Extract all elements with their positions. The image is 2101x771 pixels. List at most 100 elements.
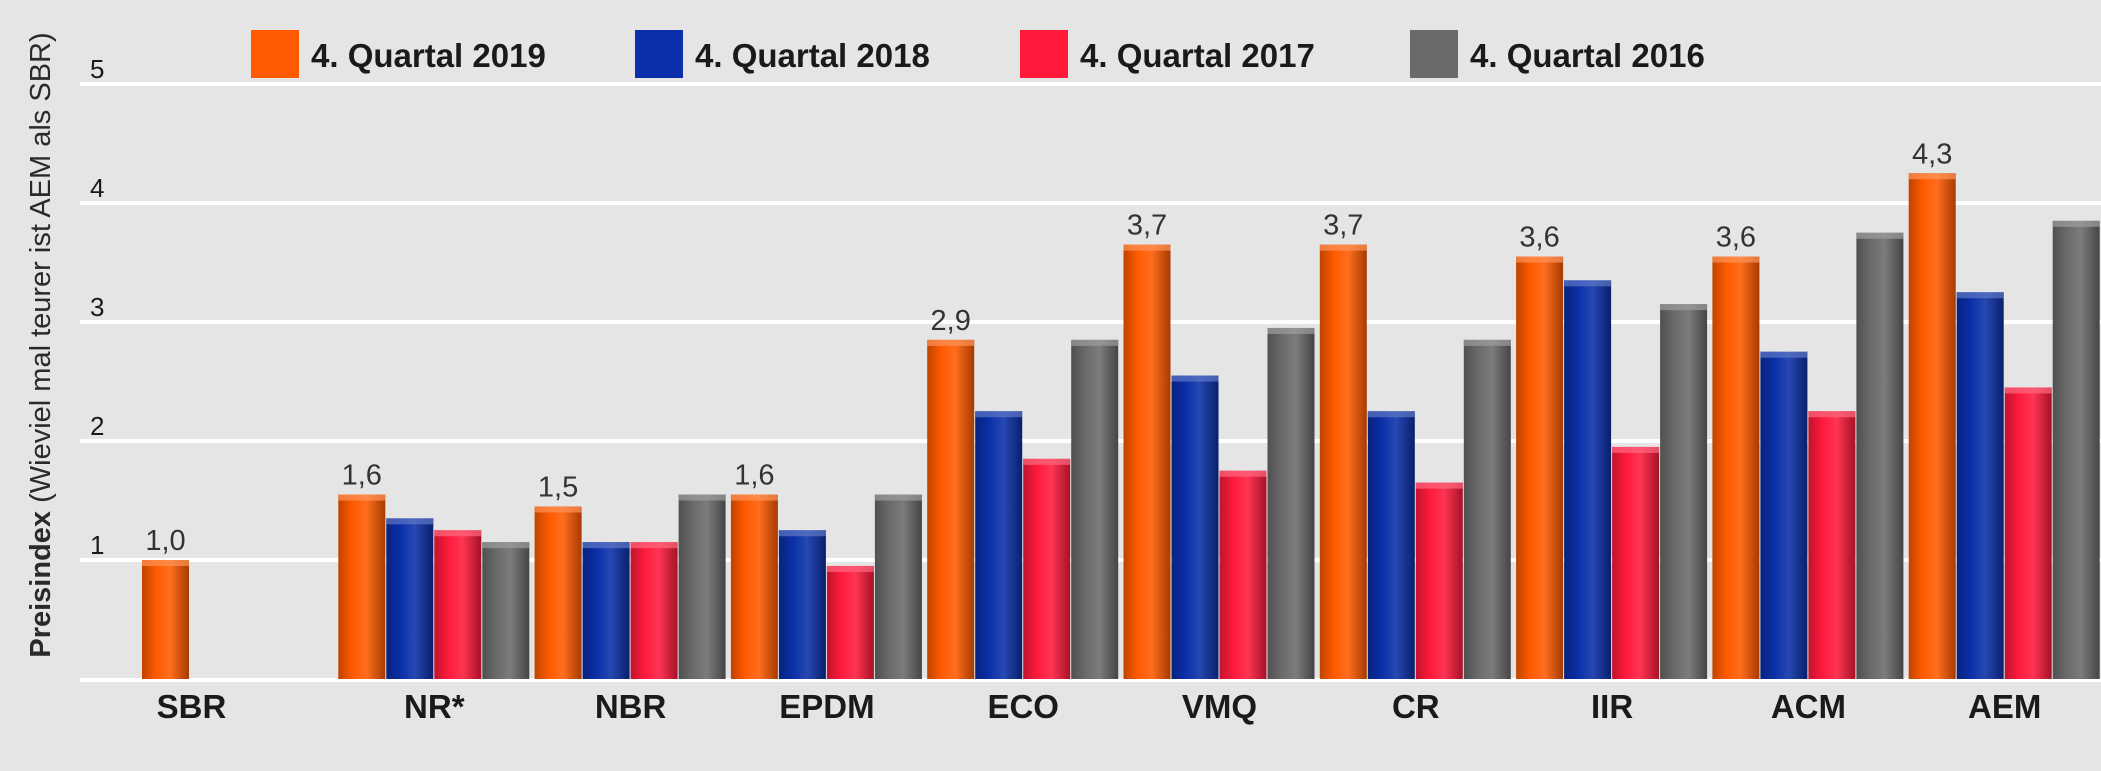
bar-aem-1 [1956, 292, 2004, 679]
x-tick-label: IIR [1591, 688, 1633, 725]
y-tick-label: 2 [90, 411, 104, 441]
data-label: 4,3 [1912, 138, 1952, 170]
bar-top-highlight [1071, 339, 1119, 346]
bar-aem-0 [1908, 173, 1956, 679]
legend-swatch [251, 30, 299, 78]
legend-swatch [1410, 30, 1458, 78]
bar-top-highlight [874, 494, 922, 501]
bar-vmq-0 [1123, 244, 1171, 679]
data-label: 3,7 [1323, 210, 1363, 242]
bar-top-highlight [730, 494, 778, 501]
bar-top-highlight [142, 560, 189, 566]
data-label: 1,5 [538, 471, 578, 503]
bar-top-highlight [1123, 244, 1171, 251]
bar-nbr-0 [534, 506, 582, 679]
bar-top-highlight [434, 530, 482, 537]
bar-top-highlight [1219, 470, 1267, 477]
data-label: 1,0 [145, 525, 185, 557]
x-tick-label: SBR [157, 688, 227, 725]
bar-top-highlight [1463, 339, 1511, 346]
bar-top-highlight [338, 494, 386, 501]
data-label: 3,6 [1716, 222, 1756, 254]
bar-top-highlight [975, 411, 1023, 418]
y-tick-label: 5 [90, 54, 104, 84]
data-label: 2,9 [931, 305, 971, 337]
y-tick-label: 4 [90, 173, 104, 203]
legend: 4. Quartal 2019 4. Quartal 2018 4. Quartal… [251, 30, 1705, 78]
bar-top-highlight [1415, 482, 1463, 489]
data-label: 3,7 [1127, 210, 1167, 242]
bar-top-highlight [778, 530, 826, 537]
bar-epdm-2 [826, 565, 874, 679]
bar-top-highlight [1171, 375, 1219, 382]
x-tick-labels: SBR NR* NBR EPDM ECO VMQ CR IIR ACM AEM [157, 688, 2042, 725]
bar-cr-1 [1367, 411, 1415, 679]
bar-top-highlight [2004, 387, 2052, 394]
bar-top-highlight [1612, 446, 1660, 453]
bar-vmq-3 [1267, 327, 1315, 679]
bar-top-highlight [2052, 220, 2100, 227]
x-tick-label: EPDM [779, 688, 874, 725]
bar-top-highlight [1023, 458, 1071, 465]
bar-acm-1 [1760, 351, 1808, 679]
bar-top-highlight [630, 542, 678, 549]
bar-top-highlight [1856, 232, 1904, 239]
bar-top-highlight [826, 565, 874, 572]
bar-eco-2 [1023, 458, 1071, 679]
svg-text:Preisindex (Wieviel mal teurer: Preisindex (Wieviel mal teurer ist AEM a… [25, 32, 57, 657]
legend-label: 4. Quartal 2016 [1470, 37, 1705, 74]
bar-top-highlight [582, 542, 630, 549]
y-tick-label: 3 [90, 292, 104, 322]
bar-top-highlight [1319, 244, 1367, 251]
bar-nbr-1 [582, 542, 630, 679]
y-axis-title: Preisindex (Wieviel mal teurer ist AEM a… [25, 32, 57, 657]
bar-vmq-2 [1219, 470, 1267, 679]
x-tick-label: AEM [1968, 688, 2041, 725]
y-tick-labels: 1 2 3 4 5 [90, 54, 104, 560]
bar-aem-2 [2004, 387, 2052, 679]
data-label: 1,6 [342, 460, 382, 492]
y-axis-title-rest: (Wieviel mal teurer ist AEM als SBR) [25, 32, 57, 503]
bar-top-highlight [1660, 304, 1708, 311]
bar-top-highlight [1712, 256, 1760, 263]
legend-swatch [635, 30, 683, 78]
bar-top-highlight [482, 542, 530, 549]
bar-nr-2 [434, 530, 482, 679]
x-tick-label: VMQ [1182, 688, 1257, 725]
data-labels: 1,0 1,6 1,5 1,6 2,9 3,7 3,7 3,6 3,6 4,3 [145, 138, 1952, 557]
bar-iir-3 [1660, 304, 1708, 679]
bar-acm-3 [1856, 232, 1904, 679]
legend-swatch [1020, 30, 1068, 78]
data-label: 3,6 [1519, 222, 1559, 254]
y-tick-label: 1 [90, 530, 104, 560]
bar-acm-0 [1712, 256, 1760, 679]
x-tick-label: CR [1392, 688, 1440, 725]
bar-cr-2 [1415, 482, 1463, 679]
bars [142, 173, 2100, 679]
bar-nr-1 [386, 518, 434, 679]
bar-top-highlight [1564, 280, 1612, 287]
bar-nbr-2 [630, 542, 678, 679]
bar-sbr-0 [142, 560, 189, 679]
bar-cr-0 [1319, 244, 1367, 679]
bar-eco-1 [975, 411, 1023, 679]
bar-top-highlight [1956, 292, 2004, 299]
bar-eco-0 [927, 339, 975, 679]
bar-top-highlight [1908, 173, 1956, 180]
bar-acm-2 [1808, 411, 1856, 679]
bar-eco-3 [1071, 339, 1119, 679]
bar-top-highlight [534, 506, 582, 513]
bar-iir-1 [1564, 280, 1612, 679]
bar-cr-3 [1463, 339, 1511, 679]
bar-aem-3 [2052, 220, 2100, 679]
legend-label: 4. Quartal 2019 [311, 37, 546, 74]
bar-iir-2 [1612, 446, 1660, 679]
bar-iir-0 [1516, 256, 1564, 679]
x-tick-label: ECO [987, 688, 1059, 725]
bar-top-highlight [1367, 411, 1415, 418]
bar-epdm-0 [730, 494, 778, 679]
bar-top-highlight [1516, 256, 1564, 263]
bar-nbr-3 [678, 494, 726, 679]
bar-top-highlight [386, 518, 434, 525]
